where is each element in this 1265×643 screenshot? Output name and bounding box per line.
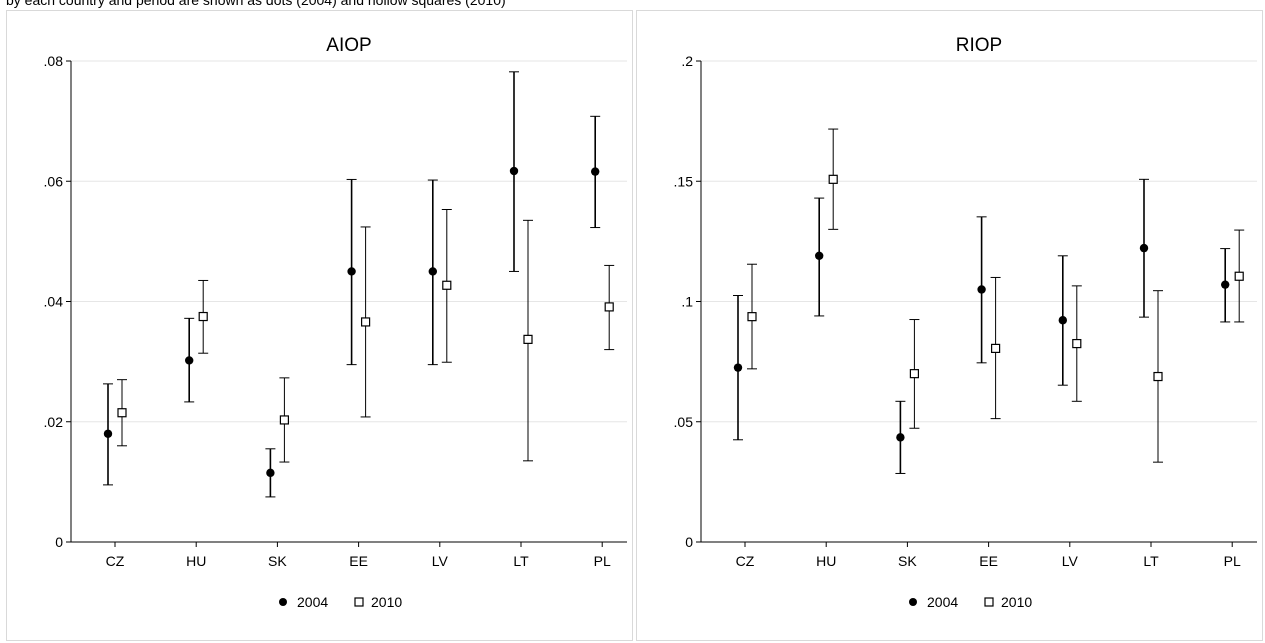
riop-point-2010-HU <box>828 174 838 184</box>
figure-caption: by each country and period are shown as … <box>6 0 506 8</box>
aiop-panel: AIOP 0 .02 .04 .06 .08 CZ HU SK EE LV LT PL 2004 2010 <box>6 10 633 641</box>
aiop-ytick-label: .04 <box>44 294 64 310</box>
aiop-point-2010-LT <box>523 334 533 344</box>
aiop-legend-symbol-2004 <box>279 598 287 606</box>
riop-point-2004-SK <box>896 433 905 442</box>
riop-point-2010-LT <box>1153 371 1163 382</box>
riop-xtick-label: PL <box>1224 553 1241 569</box>
aiop-point-2004-SK <box>266 468 275 478</box>
aiop-ytick-label: 0 <box>55 534 63 550</box>
aiop-point-2004-EE <box>347 267 356 276</box>
riop-ytick-label: .2 <box>681 53 693 69</box>
riop-ytick-label: .15 <box>674 173 694 189</box>
riop-point-2010-SK <box>909 369 919 379</box>
aiop-ytick-label: .06 <box>44 173 64 189</box>
aiop-xtick-label: HU <box>186 553 206 569</box>
aiop-xtick-label: PL <box>594 553 611 569</box>
aiop-xtick-label: EE <box>349 553 368 569</box>
riop-point-2004-EE <box>977 285 986 294</box>
riop-point-2010-CZ <box>747 312 757 322</box>
aiop-xtick-label: LT <box>513 553 529 569</box>
aiop-point-2010-CZ <box>117 408 127 418</box>
riop-xtick-label: HU <box>816 553 836 569</box>
aiop-point-2010-PL <box>604 302 614 312</box>
riop-point-2010-EE <box>991 343 1001 353</box>
aiop-point-2004-PL <box>591 167 600 176</box>
riop-point-2010-LV <box>1072 338 1082 349</box>
riop-xtick-label: SK <box>898 553 917 569</box>
riop-legend-label-2004: 2004 <box>927 594 958 610</box>
aiop-point-2010-SK <box>279 415 289 425</box>
riop-legend-symbol-2010 <box>984 597 994 607</box>
aiop-ytick-label: .02 <box>44 414 64 430</box>
aiop-ytick-label: .08 <box>44 53 64 69</box>
riop-point-2004-LT <box>1139 243 1149 253</box>
aiop-xtick-label: CZ <box>106 553 125 569</box>
aiop-point-2004-CZ <box>103 429 113 438</box>
riop-ytick-label: .05 <box>674 414 694 430</box>
riop-legend-label-2010: 2010 <box>1001 594 1032 610</box>
riop-point-2010-PL <box>1234 271 1244 281</box>
riop-ytick-label: 0 <box>685 534 693 550</box>
riop-point-2004-PL <box>1221 280 1230 289</box>
aiop-xtick-label: SK <box>268 553 287 569</box>
aiop-xtick-label: LV <box>432 553 449 569</box>
aiop-point-2004-LV <box>428 267 437 276</box>
riop-ytick-label: .1 <box>681 294 693 310</box>
aiop-point-2010-LV <box>442 280 452 290</box>
riop-chart: RIOP 0 .05 .1 .15 .2 CZ HU SK EE LV LT PL 2004 2010 <box>674 35 1257 610</box>
aiop-chart: AIOP 0 .02 .04 .06 .08 CZ HU SK EE LV LT PL 2004 2010 <box>44 35 627 610</box>
riop-xtick-label: EE <box>979 553 998 569</box>
riop-xtick-label: CZ <box>736 553 755 569</box>
riop-point-2004-CZ <box>733 363 743 372</box>
aiop-point-2004-HU <box>185 356 194 365</box>
aiop-point-2010-EE <box>361 317 371 327</box>
aiop-title: AIOP <box>326 35 371 56</box>
aiop-legend-label-2010: 2010 <box>371 594 402 610</box>
riop-panel: RIOP 0 .05 .1 .15 .2 CZ HU SK EE LV LT PL 2004 2010 <box>636 10 1263 641</box>
aiop-point-2004-LT <box>509 166 519 176</box>
riop-xtick-label: LT <box>1143 553 1159 569</box>
aiop-legend-label-2004: 2004 <box>297 594 328 610</box>
aiop-legend-symbol-2010 <box>354 597 364 607</box>
riop-xtick-label: LV <box>1062 553 1079 569</box>
riop-legend-symbol-2004 <box>909 598 917 606</box>
riop-point-2004-HU <box>815 251 824 261</box>
riop-point-2004-LV <box>1058 316 1067 325</box>
riop-title: RIOP <box>956 35 1002 56</box>
aiop-point-2010-HU <box>198 311 208 322</box>
